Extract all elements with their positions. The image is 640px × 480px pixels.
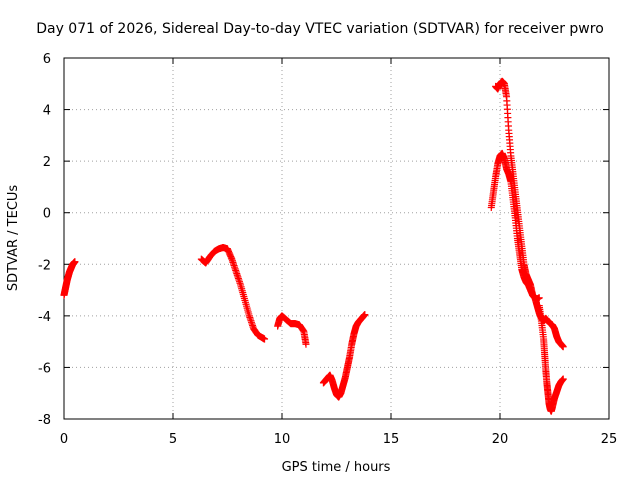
x-tick-label: 15 bbox=[383, 432, 400, 447]
data-point-marker bbox=[261, 335, 269, 343]
x-tick-label: 25 bbox=[601, 432, 618, 447]
y-tick-label: -2 bbox=[38, 258, 51, 273]
x-tick-label: 0 bbox=[60, 432, 68, 447]
x-axis-label: GPS time / hours bbox=[282, 460, 391, 475]
y-tick-label: 2 bbox=[43, 155, 51, 170]
data-point-marker bbox=[361, 311, 369, 319]
y-tick-label: 4 bbox=[43, 104, 51, 119]
data-markers bbox=[60, 77, 567, 415]
data-point-marker bbox=[71, 258, 79, 266]
x-tick-label: 10 bbox=[274, 432, 291, 447]
chart-title: Day 071 of 2026, Sidereal Day-to-day VTE… bbox=[36, 21, 604, 37]
x-tick-label: 5 bbox=[169, 432, 177, 447]
data-point-marker bbox=[559, 343, 567, 351]
y-tick-label: 6 bbox=[43, 52, 51, 67]
y-tick-label: -4 bbox=[38, 310, 51, 325]
y-axis-label: SDTVAR / TECUs bbox=[6, 185, 21, 292]
plot-frame bbox=[63, 57, 610, 420]
y-tick-label: -6 bbox=[38, 361, 51, 376]
x-tick-label: 20 bbox=[492, 432, 509, 447]
grid bbox=[64, 58, 609, 419]
data-point-marker bbox=[559, 375, 567, 383]
y-tick-label: 0 bbox=[43, 207, 51, 222]
axis-ticks: 0 5 10 15 20 25 -8 -6 -4 -2 0 2 4 6 bbox=[38, 52, 617, 447]
data-point-marker bbox=[302, 340, 310, 348]
y-tick-label: -8 bbox=[38, 413, 51, 428]
